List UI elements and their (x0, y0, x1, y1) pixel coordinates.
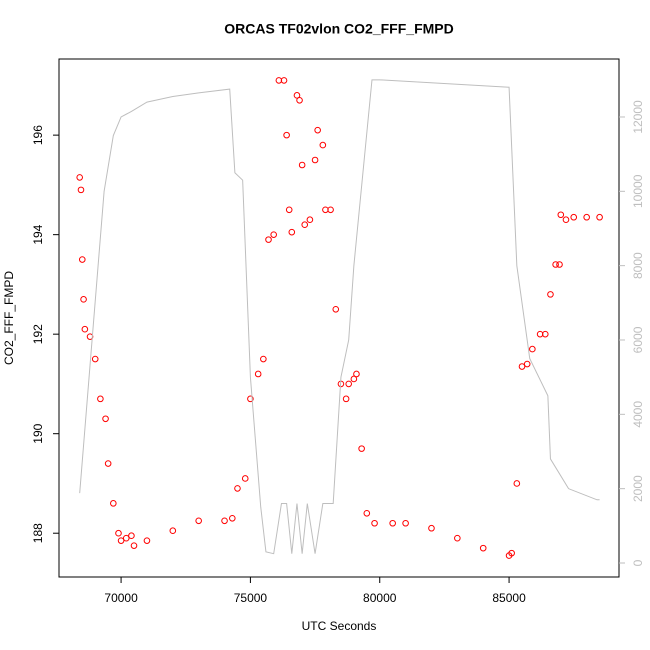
point (350, 375, 358, 383)
x-tick-label: 80000 (363, 591, 397, 605)
point (479, 544, 487, 552)
point (91, 355, 99, 363)
point (402, 519, 409, 527)
point (265, 236, 272, 243)
point (283, 131, 290, 139)
point (319, 141, 327, 149)
y-tick-label: 190 (31, 423, 45, 443)
point (97, 395, 104, 403)
point (102, 415, 109, 423)
point (570, 213, 578, 221)
point (117, 537, 125, 544)
point (311, 156, 319, 164)
y2-tick-label: 6000 (631, 326, 645, 353)
point (363, 510, 371, 517)
point (428, 524, 435, 532)
point (596, 213, 603, 221)
y-tick-label: 188 (31, 523, 45, 543)
point (371, 519, 378, 527)
point (77, 186, 85, 194)
point (327, 206, 334, 214)
point (293, 92, 301, 99)
point (280, 77, 288, 84)
point (552, 261, 559, 268)
point (143, 537, 151, 544)
point (104, 460, 112, 467)
point (288, 228, 296, 236)
point (541, 330, 549, 338)
point (523, 360, 531, 368)
point (247, 395, 254, 403)
x-tick-label: 75000 (234, 591, 268, 605)
point (547, 291, 554, 298)
point (110, 500, 117, 507)
chart-title: ORCAS TF02vlon CO2_FFF_FMPD (224, 21, 453, 37)
point (389, 519, 396, 527)
y2-tick-label: 8000 (631, 252, 645, 279)
point (169, 527, 177, 535)
point (314, 126, 321, 134)
y2-tick-label: 10000 (631, 174, 645, 208)
point (270, 231, 277, 238)
x-axis-label: UTC Seconds (302, 619, 377, 633)
y2-tick-label: 0 (631, 559, 645, 566)
x-tick-label: 85000 (492, 591, 526, 605)
point (254, 370, 262, 378)
point (81, 325, 89, 333)
point (195, 517, 202, 525)
point (296, 97, 303, 104)
point (298, 161, 306, 169)
point (518, 363, 526, 370)
y-tick-label: 192 (31, 324, 45, 344)
point (115, 529, 122, 537)
point (301, 221, 309, 229)
point (241, 475, 249, 482)
y2-tick-label: 12000 (631, 100, 645, 134)
point (454, 534, 461, 542)
point (130, 542, 138, 549)
point (306, 216, 314, 224)
y-tick-label: 194 (31, 224, 45, 244)
point (229, 514, 236, 522)
point (529, 345, 536, 353)
plot-frame (58, 58, 620, 578)
point (556, 261, 563, 268)
point (513, 480, 521, 487)
point (358, 445, 365, 452)
y-tick-label: 196 (31, 125, 45, 145)
y-axis-label: CO2_FFF_FMPD (2, 271, 16, 365)
point (234, 485, 241, 492)
point (508, 549, 515, 557)
point (345, 380, 352, 388)
altitude-line (79, 79, 600, 555)
point (80, 296, 87, 303)
point (285, 206, 293, 214)
y2-tick-label: 4000 (631, 401, 645, 428)
point (583, 213, 590, 221)
y2-tick-label: 2000 (631, 475, 645, 502)
x-tick-label: 70000 (104, 591, 138, 605)
point (122, 534, 130, 542)
point (557, 211, 565, 219)
point (78, 256, 86, 263)
point (342, 395, 350, 403)
point (128, 532, 135, 539)
point (562, 216, 570, 224)
point (221, 517, 228, 525)
point (332, 305, 340, 313)
point (353, 370, 360, 378)
point (260, 355, 267, 363)
point (76, 174, 83, 181)
